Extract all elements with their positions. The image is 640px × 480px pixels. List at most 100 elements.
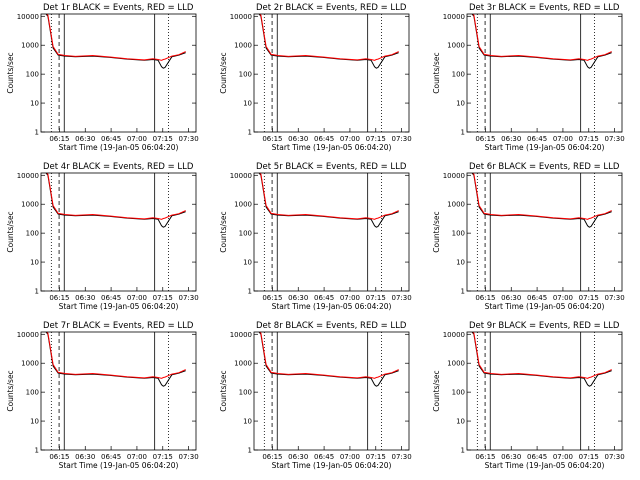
plot-frame [40,172,197,292]
x-tick-label: 07:30 [605,453,625,461]
plot-frame [40,331,197,451]
detector-panel: Det 2r BLACK = Events, RED = LLD 1 10 100 10… [219,3,412,152]
y-tick-label: 10000 [443,13,465,21]
x-tick-label: 07:15 [153,453,173,461]
detector-panel: Det 1r BLACK = Events, RED = LLD 1 10 100 10… [6,3,199,152]
x-tick-label: 06:45 [314,453,334,461]
y-axis-label: Counts/sec [219,370,228,411]
lld-series-line [46,332,186,379]
y-tick-label: 1 [461,288,465,296]
x-tick-label: 06:15 [262,453,282,461]
x-tick-label: 07:15 [579,453,599,461]
detector-panel: Det 9r BLACK = Events, RED = LLD 1 10 100 10… [432,321,625,470]
y-tick-label: 100 [239,389,252,397]
x-tick-label: 06:15 [49,135,69,143]
y-tick-label: 1 [461,447,465,455]
y-tick-label: 10000 [17,172,39,180]
y-tick-label: 10000 [17,331,39,339]
detector-panel: Det 8r BLACK = Events, RED = LLD 1 10 100 10… [219,321,412,470]
plot-frame [466,331,623,451]
x-tick-label: 06:30 [501,135,521,143]
lld-series-line [46,173,186,220]
panel-title: Det 3r BLACK = Events, RED = LLD [469,3,620,13]
y-tick-label: 10 [30,100,39,108]
detector-panel: Det 6r BLACK = Events, RED = LLD 1 10 100 10… [432,162,625,311]
x-tick-label: 07:00 [553,135,573,143]
y-tick-label: 10000 [17,13,39,21]
y-tick-label: 10 [243,418,252,426]
x-tick-label: 06:45 [101,453,121,461]
y-tick-label: 1 [35,129,39,137]
y-tick-label: 1 [461,129,465,137]
lld-series-line [259,14,399,61]
y-tick-label: 1 [248,447,252,455]
x-tick-label: 06:45 [101,294,121,302]
y-tick-label: 10 [456,418,465,426]
y-axis-label: Counts/sec [6,370,15,411]
x-tick-label: 06:30 [288,135,308,143]
plot-frame [466,13,623,133]
x-axis-label: Start Time (19-Jan-05 06:04:20) [485,143,605,152]
x-tick-label: 07:15 [366,135,386,143]
plot-frame [466,172,623,292]
y-axis-label: Counts/sec [432,370,441,411]
lld-series-line [259,332,399,379]
x-tick-label: 07:30 [179,453,199,461]
x-tick-label: 07:00 [553,294,573,302]
y-tick-label: 100 [26,71,39,79]
x-tick-label: 07:30 [392,453,412,461]
panel-title: Det 5r BLACK = Events, RED = LLD [256,162,407,172]
x-tick-label: 06:30 [288,294,308,302]
x-tick-label: 06:15 [475,294,495,302]
y-tick-label: 1000 [447,360,465,368]
x-tick-label: 06:30 [75,135,95,143]
y-tick-label: 100 [239,71,252,79]
y-tick-label: 1000 [234,360,252,368]
data-layer [471,332,612,450]
data-layer [258,14,399,132]
y-tick-label: 100 [26,389,39,397]
x-tick-label: 06:45 [527,453,547,461]
y-axis-label: Counts/sec [6,52,15,93]
y-tick-label: 100 [452,71,465,79]
x-tick-label: 06:15 [475,453,495,461]
y-axis-label: Counts/sec [219,52,228,93]
x-tick-label: 07:30 [179,294,199,302]
plot-frame [40,13,197,133]
x-tick-label: 07:00 [340,135,360,143]
y-tick-label: 100 [452,389,465,397]
y-tick-label: 100 [26,230,39,238]
detector-panel: Det 4r BLACK = Events, RED = LLD 1 10 100 10… [6,162,199,311]
y-tick-label: 10 [30,418,39,426]
x-tick-label: 07:30 [179,135,199,143]
y-axis-label: Counts/sec [432,211,441,252]
panel-title: Det 4r BLACK = Events, RED = LLD [43,162,194,172]
plot-frame [253,331,410,451]
plot-frame [253,172,410,292]
x-tick-label: 07:15 [366,294,386,302]
x-axis-label: Start Time (19-Jan-05 06:04:20) [59,143,179,152]
y-tick-label: 100 [452,230,465,238]
panel-title: Det 7r BLACK = Events, RED = LLD [43,321,194,331]
lld-series-line [46,14,186,61]
lld-series-line [472,332,612,379]
y-tick-label: 10 [243,100,252,108]
panel-title: Det 1r BLACK = Events, RED = LLD [43,3,194,13]
y-tick-label: 1 [248,129,252,137]
x-tick-label: 06:30 [288,453,308,461]
data-layer [471,14,612,132]
data-layer [258,173,399,291]
lld-series-line [259,173,399,220]
x-tick-label: 06:30 [75,453,95,461]
x-axis-label: Start Time (19-Jan-05 06:04:20) [272,143,392,152]
lld-series-line [472,14,612,61]
data-layer [471,173,612,291]
x-tick-label: 06:15 [49,453,69,461]
x-tick-label: 07:00 [340,294,360,302]
x-tick-label: 06:45 [101,135,121,143]
x-tick-label: 07:00 [553,453,573,461]
x-tick-label: 06:45 [527,135,547,143]
panel-title: Det 6r BLACK = Events, RED = LLD [469,162,620,172]
x-tick-label: 06:45 [314,294,334,302]
